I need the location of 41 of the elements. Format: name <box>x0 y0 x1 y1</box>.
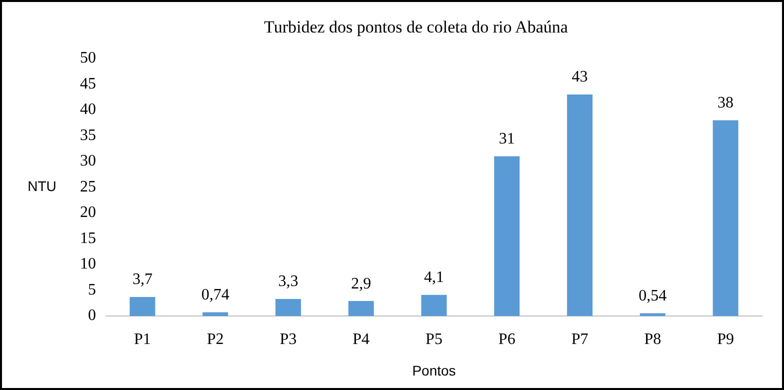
x-tick-label: P8 <box>644 330 662 348</box>
x-tick-label: P2 <box>206 330 224 348</box>
bar <box>640 313 666 316</box>
y-tick-label: 50 <box>80 50 96 67</box>
data-label: 2,9 <box>351 275 372 292</box>
x-axis-title: Pontos <box>412 362 456 378</box>
bar <box>202 312 228 316</box>
bar <box>494 156 520 316</box>
y-tick-label: 25 <box>80 178 96 196</box>
chart-title: Turbidez dos pontos de coleta do rio Abaúna <box>264 18 568 37</box>
y-tick-label: 15 <box>80 230 96 247</box>
bar <box>348 301 374 316</box>
x-tick-label: P7 <box>571 330 588 348</box>
bar <box>130 296 156 316</box>
y-tick-label: 30 <box>80 152 96 170</box>
y-tick-label: 45 <box>80 75 96 92</box>
y-tick-label: 40 <box>80 101 96 118</box>
data-label: 38 <box>718 94 734 112</box>
y-tick-label: 10 <box>80 256 96 273</box>
x-tick-label: P5 <box>426 330 442 348</box>
x-tick-label: P6 <box>498 330 516 348</box>
bar <box>712 120 738 316</box>
y-axis-title: NTU <box>28 178 56 194</box>
bar <box>421 294 447 316</box>
data-label: 31 <box>498 130 515 148</box>
data-label: 3,7 <box>132 271 152 288</box>
data-label: 43 <box>572 68 588 86</box>
data-label: 3,3 <box>278 273 298 290</box>
x-tick-label: P3 <box>280 330 297 348</box>
x-tick-label: P1 <box>134 330 151 348</box>
data-label: 0,54 <box>638 287 667 304</box>
bar <box>275 299 301 316</box>
data-label: 4,1 <box>424 269 444 286</box>
x-tick-label: P9 <box>717 330 734 348</box>
x-tick-label: P4 <box>352 330 370 348</box>
data-label: 0,74 <box>201 286 230 304</box>
y-tick-label: 20 <box>80 204 96 222</box>
y-tick-label: 5 <box>88 281 96 298</box>
bar <box>567 94 593 316</box>
y-tick-label: 0 <box>88 307 96 324</box>
y-tick-label: 35 <box>80 126 96 144</box>
